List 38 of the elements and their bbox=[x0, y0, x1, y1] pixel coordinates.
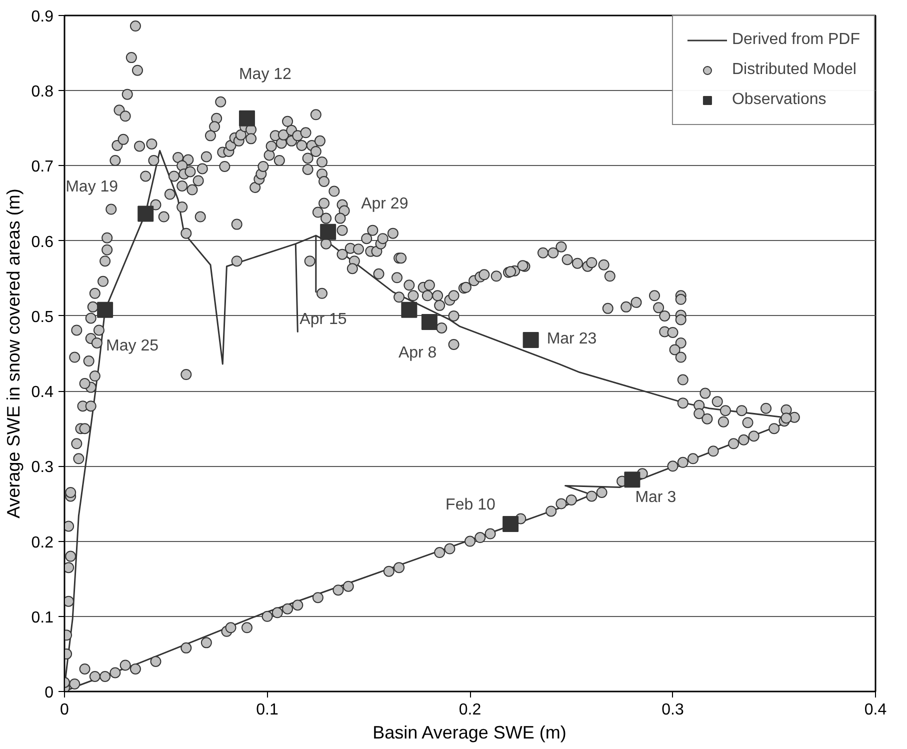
y-tick-label: 0.8 bbox=[31, 84, 54, 101]
legend-label: Distributed Model bbox=[732, 61, 856, 79]
annotation: May 19 bbox=[66, 178, 118, 196]
annotation: Mar 23 bbox=[546, 330, 597, 348]
y-tick-label: 0.9 bbox=[31, 8, 54, 26]
x-tick-label: 0 bbox=[60, 702, 70, 718]
annotation: Feb 10 bbox=[446, 496, 496, 514]
y-tick-label: 0.5 bbox=[31, 308, 54, 326]
point bbox=[401, 302, 418, 318]
x-tick-label: 0.3 bbox=[662, 702, 684, 718]
point bbox=[97, 302, 114, 318]
y-tick-label: 0.2 bbox=[31, 534, 54, 552]
legend-label: Derived from PDF bbox=[732, 31, 860, 49]
y-tick-label: 0 bbox=[44, 684, 54, 702]
point bbox=[320, 224, 336, 240]
annotation: Apr 29 bbox=[361, 195, 408, 212]
x-tick-label: 0.4 bbox=[864, 702, 887, 718]
x-axis-title: Basin Average SWE (m) bbox=[372, 722, 566, 742]
x-tick-label: 0.1 bbox=[256, 702, 278, 718]
point bbox=[624, 472, 640, 488]
y-tick-label: 0.7 bbox=[31, 158, 54, 176]
y-tick-label: 0.3 bbox=[31, 459, 54, 476]
point bbox=[522, 332, 539, 348]
y-tick-label: 0.1 bbox=[31, 609, 54, 626]
legend-label: Observations bbox=[732, 91, 826, 109]
y-tick-label: 0.6 bbox=[31, 234, 54, 251]
point bbox=[238, 110, 255, 126]
point bbox=[421, 314, 438, 330]
annotation: Mar 3 bbox=[635, 489, 676, 506]
point bbox=[502, 516, 519, 532]
annotation: Apr 8 bbox=[398, 344, 437, 362]
y-axis-title: Average SWE in snow covered areas (m) bbox=[3, 188, 24, 518]
y-tick-label: 0.4 bbox=[31, 384, 54, 402]
annotation: Apr 15 bbox=[300, 311, 347, 328]
annotation: May 12 bbox=[238, 66, 292, 83]
point bbox=[138, 206, 154, 222]
x-tick-label: 0.2 bbox=[458, 702, 482, 718]
annotation: May 25 bbox=[106, 337, 159, 354]
